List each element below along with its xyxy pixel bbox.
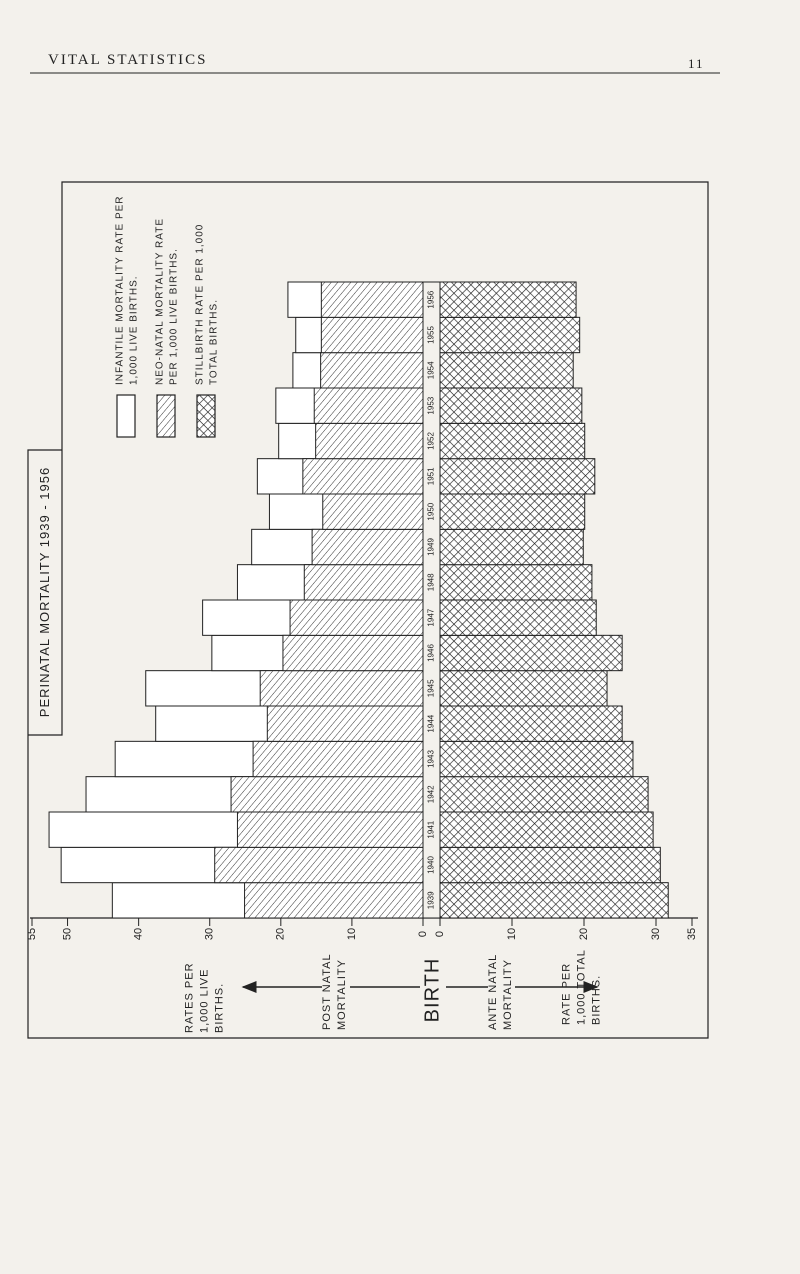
bar <box>320 316 424 354</box>
legend-label: STILLBIRTH RATE PER 1,000 TOTAL BIRTHS. <box>194 223 220 385</box>
x-axis-label: RATES PER 1,000 LIVE BIRTHS. <box>183 962 226 1033</box>
bar <box>439 422 586 460</box>
y-tick-label: 1948 <box>427 573 436 591</box>
y-tick-label: 1947 <box>427 608 436 626</box>
bar <box>439 705 623 742</box>
y-tick-label: 1941 <box>427 820 436 838</box>
x-tick-label: 40 <box>133 928 145 940</box>
y-tick-label: 1955 <box>427 326 436 344</box>
bar <box>289 599 424 636</box>
x2-tick-label: 10 <box>506 928 518 940</box>
page-number: 11 <box>688 56 705 71</box>
bar <box>439 670 608 707</box>
bar <box>439 882 669 919</box>
y-tick-label: 1953 <box>427 396 436 414</box>
bar <box>439 352 574 389</box>
bar <box>252 740 424 778</box>
y-tick-label: 1951 <box>427 467 436 485</box>
bar <box>302 458 424 495</box>
year-strip <box>422 281 441 919</box>
bar <box>311 528 424 566</box>
y-tick-label: 1940 <box>427 856 436 874</box>
bar <box>236 811 424 848</box>
bar <box>230 776 424 813</box>
bar <box>439 740 634 778</box>
bar <box>244 882 424 919</box>
x-tick-label: 30 <box>204 928 216 940</box>
bar <box>266 705 424 742</box>
x2-tick-label: 20 <box>578 928 590 940</box>
y-tick-label: 1944 <box>427 714 436 732</box>
bar <box>439 493 586 530</box>
y-tick-label: 1952 <box>427 432 436 450</box>
bar <box>313 387 424 424</box>
legend-swatch <box>116 394 136 438</box>
y-tick-label: 1956 <box>427 290 436 308</box>
frame <box>27 181 709 1039</box>
x2-tick-label: 30 <box>650 928 662 940</box>
y-tick-label: 1942 <box>427 785 436 803</box>
x-tick-label: 20 <box>275 928 287 940</box>
y-tick-label: 1943 <box>427 750 436 768</box>
x-tick-label: 10 <box>346 928 358 940</box>
x-tick-label: 55 <box>26 928 38 940</box>
bar <box>439 634 623 672</box>
y-tick-label: 1939 <box>427 891 436 909</box>
y-tick-label: 1945 <box>427 679 436 697</box>
legend-swatch <box>156 394 176 438</box>
bar <box>315 422 424 460</box>
legend-label: NEO-NATAL MORTALITY RATE PER 1,000 LIVE … <box>154 218 180 385</box>
bar <box>282 634 424 672</box>
x2-axis-label: RATE PER 1,000 TOTAL BIRTHS. <box>560 949 603 1025</box>
bar <box>320 352 424 389</box>
bar <box>439 281 577 318</box>
bar <box>439 599 597 636</box>
bar <box>259 670 424 707</box>
x2-tick-label: 35 <box>686 928 698 940</box>
bar <box>214 846 424 884</box>
y-tick-label: 1949 <box>427 538 436 556</box>
bar <box>439 528 584 566</box>
bar <box>439 458 596 495</box>
legend-swatch <box>196 394 216 438</box>
x-tick-label: 0 <box>417 931 429 937</box>
annotation: BIRTH <box>421 957 444 1023</box>
legend-label: INFANTILE MORTALITY RATE PER 1,000 LIVE … <box>114 195 140 385</box>
x-tick-label: 50 <box>61 928 73 940</box>
bar <box>439 776 649 813</box>
y-tick-label: 1946 <box>427 644 436 662</box>
bar <box>439 846 661 884</box>
bar <box>322 493 424 530</box>
bar <box>439 811 654 848</box>
y-tick-label: 1954 <box>427 361 436 379</box>
chart-title: PERINATAL MORTALITY 1939 - 1956 <box>37 466 53 718</box>
bar <box>439 316 581 354</box>
bar <box>320 281 424 318</box>
bar <box>439 387 583 424</box>
header-title: VITAL STATISTICS <box>48 52 208 68</box>
x2-tick-label: 0 <box>434 931 446 937</box>
annotation: ANTE NATAL MORTALITY <box>487 954 514 1030</box>
y-tick-label: 1950 <box>427 502 436 520</box>
bar <box>439 564 593 601</box>
bar <box>303 564 424 601</box>
annotation: POST NATAL MORTALITY <box>321 953 348 1030</box>
